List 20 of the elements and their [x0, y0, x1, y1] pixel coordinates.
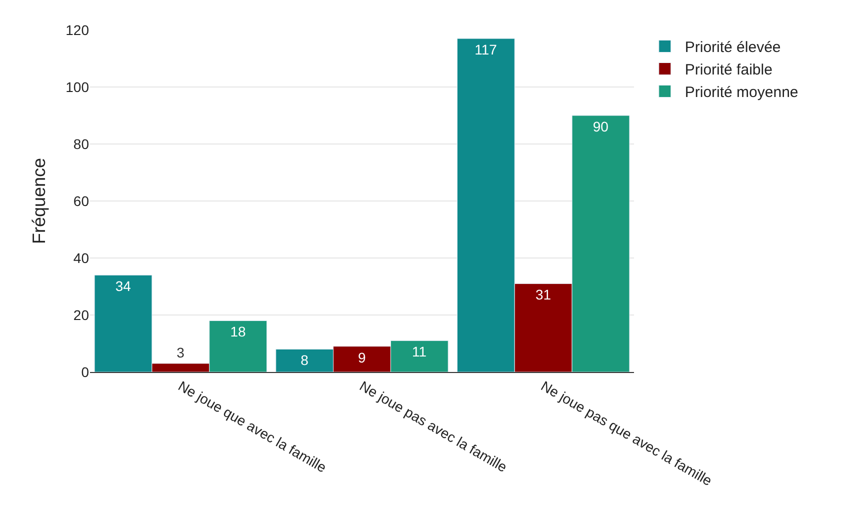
data-label: 31	[535, 286, 552, 303]
data-label: 34	[115, 278, 132, 294]
legend-label: Priorité faible	[684, 62, 772, 79]
data-label: 11	[412, 344, 427, 360]
y-tick-label: 100	[66, 78, 90, 95]
data-label: 90	[592, 118, 609, 134]
y-tick-label: 60	[73, 192, 90, 209]
y-tick-label: 0	[81, 364, 90, 380]
y-tick-label: 40	[73, 250, 90, 266]
y-axis-title: Fréquence	[28, 158, 49, 244]
data-label: 117	[474, 42, 498, 58]
data-label: 8	[300, 352, 309, 368]
data-label: 18	[230, 324, 246, 340]
y-tick-label: 120	[66, 22, 90, 38]
legend-label: Priorité moyenne	[684, 84, 798, 102]
data-label: 9	[358, 349, 366, 366]
y-tick-label: 20	[73, 306, 90, 323]
legend-label: Priorité élevée	[684, 39, 781, 56]
y-tick-label: 80	[73, 136, 90, 152]
data-label: 3	[176, 344, 185, 360]
